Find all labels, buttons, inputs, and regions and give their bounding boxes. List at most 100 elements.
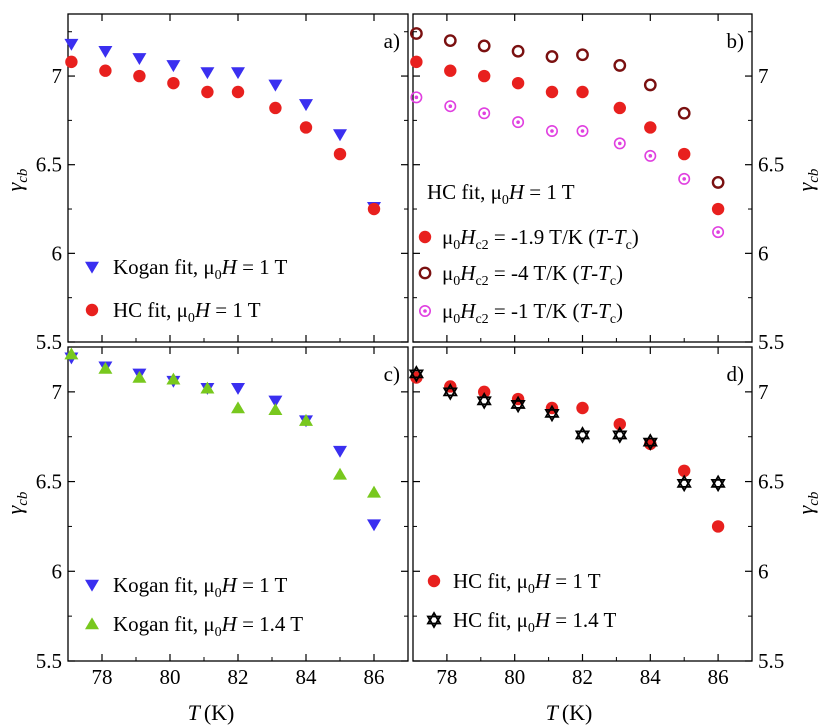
data-point bbox=[613, 417, 626, 431]
data-point bbox=[65, 55, 78, 69]
data-point bbox=[678, 147, 691, 161]
y-tick-label: 6.5 bbox=[36, 153, 62, 177]
x-tick-label: 86 bbox=[364, 665, 385, 689]
data-point bbox=[166, 60, 181, 73]
legend-marker bbox=[85, 617, 99, 630]
data-point bbox=[710, 474, 726, 493]
y-tick-label: 7 bbox=[758, 64, 769, 88]
legend-label: HC fit, μ0H = 1 T bbox=[453, 569, 601, 597]
legend-label: Kogan fit, μ0H = 1 T bbox=[113, 255, 288, 283]
panel-tag: b) bbox=[727, 29, 745, 53]
panel-tag: d) bbox=[727, 362, 745, 386]
series-hc_1 bbox=[410, 91, 725, 239]
data-point bbox=[367, 519, 381, 532]
data-point bbox=[408, 365, 425, 383]
data-point bbox=[476, 392, 492, 410]
x-axis-var: T bbox=[546, 700, 560, 725]
data-point bbox=[299, 99, 313, 112]
panel-d: 78 80 82 84 865.566.57d)HC fit, μ0H = 1 THC … bbox=[408, 346, 784, 689]
series-hc1 bbox=[65, 55, 381, 216]
x-tick-label: 84 bbox=[296, 665, 318, 689]
data-point bbox=[678, 172, 691, 185]
legend-label: μ0Hc2 = -1.9 T/K (T-Tc) bbox=[442, 225, 639, 253]
legend-label: μ0Hc2 = -4 T/K (T-Tc) bbox=[442, 261, 623, 289]
x-tick-label: 86 bbox=[708, 665, 729, 689]
panel-c: 78 80 82 84 86 5.5 6 6.5 7 c) Kogan fit, μ0H = 1 T… bbox=[36, 346, 409, 689]
data-point bbox=[367, 485, 381, 498]
data-point bbox=[231, 383, 245, 395]
legend-label: HC fit, μ0H = 1.4 T bbox=[453, 608, 616, 636]
panel-tag: c) bbox=[384, 362, 400, 386]
x-tick-label: 82 bbox=[572, 665, 593, 689]
data-point bbox=[613, 59, 627, 72]
data-point bbox=[511, 44, 525, 58]
x-tick-label: 78 bbox=[92, 665, 113, 689]
data-point bbox=[711, 202, 725, 216]
y-tick-label: 6 bbox=[52, 559, 63, 583]
data-point bbox=[676, 474, 692, 493]
legend-marker bbox=[427, 574, 441, 588]
data-point bbox=[268, 395, 283, 408]
series-kogan1 bbox=[64, 352, 381, 532]
data-point bbox=[576, 48, 589, 62]
data-point bbox=[477, 39, 491, 53]
data-point bbox=[367, 202, 381, 216]
x-axis-title-left: T (K) bbox=[188, 700, 235, 725]
legend-marker bbox=[426, 611, 442, 629]
y-tick-label: 6 bbox=[52, 241, 63, 265]
data-point bbox=[333, 467, 347, 480]
legend-title: HC fit, μ0H = 1 T bbox=[427, 180, 575, 208]
data-point bbox=[132, 53, 147, 65]
x-axis-title-right: T (K) bbox=[546, 700, 593, 725]
data-point bbox=[410, 91, 423, 104]
data-point bbox=[98, 45, 113, 58]
y-tick-label: 6.5 bbox=[758, 153, 784, 177]
legend-marker bbox=[85, 579, 99, 592]
legend: HC fit, μ0H = 1 T μ0Hc2 = -1.9 T/K (T-Tc)… bbox=[418, 180, 639, 327]
data-point bbox=[231, 67, 245, 80]
legend-marker bbox=[418, 230, 432, 244]
legend-marker bbox=[85, 303, 99, 317]
data-point bbox=[712, 226, 725, 239]
data-point bbox=[64, 347, 79, 360]
series-kogan14 bbox=[64, 347, 381, 498]
series-kogan1 bbox=[64, 38, 381, 214]
data-point bbox=[133, 69, 146, 83]
x-tick-label: 78 bbox=[436, 665, 457, 689]
data-point bbox=[711, 520, 725, 533]
legend: HC fit, μ0H = 1 T HC fit, μ0H = 1.4 T bbox=[426, 569, 616, 636]
data-point bbox=[510, 395, 526, 414]
data-point bbox=[231, 401, 245, 414]
data-point bbox=[99, 64, 112, 77]
data-point bbox=[613, 137, 626, 150]
x-axis-title: T (K) T (K) bbox=[188, 700, 593, 725]
data-point bbox=[478, 107, 491, 120]
data-point bbox=[511, 76, 525, 90]
legend: Kogan fit, μ0H = 1 T Kogan fit, μ0H = 1.4… bbox=[85, 573, 303, 640]
data-point bbox=[477, 385, 491, 399]
data-point bbox=[268, 403, 283, 416]
x-tick-label: 84 bbox=[640, 665, 662, 689]
plot-frame bbox=[67, 13, 409, 343]
legend-label: Kogan fit, μ0H = 1 T bbox=[113, 573, 288, 601]
series-hc_4 bbox=[409, 27, 725, 189]
data-point bbox=[576, 85, 589, 99]
data-point bbox=[545, 85, 559, 99]
panel-a: 5.5 6 6.5 7 a) Kogan fit, μ0H = 1 T HC fit, μ0… bbox=[36, 13, 409, 354]
x-tick-label: 80 bbox=[160, 665, 181, 689]
data-point bbox=[643, 78, 657, 92]
data-point bbox=[612, 426, 628, 444]
data-point bbox=[477, 69, 491, 83]
data-point bbox=[269, 101, 282, 115]
data-point bbox=[132, 370, 147, 383]
panel-tag: a) bbox=[384, 29, 400, 53]
data-point bbox=[677, 106, 691, 120]
data-point bbox=[201, 85, 214, 99]
data-point bbox=[544, 404, 560, 423]
y-tick-label: 6.5 bbox=[36, 470, 62, 494]
data-point bbox=[167, 76, 180, 90]
x-tick-label: 82 bbox=[228, 665, 249, 689]
legend-label: HC fit, μ0H = 1 T bbox=[113, 298, 261, 326]
legend-label: μ0Hc2 = -1 T/K (T-Tc) bbox=[442, 299, 623, 327]
legend-label: Kogan fit, μ0H = 1.4 T bbox=[113, 612, 303, 640]
